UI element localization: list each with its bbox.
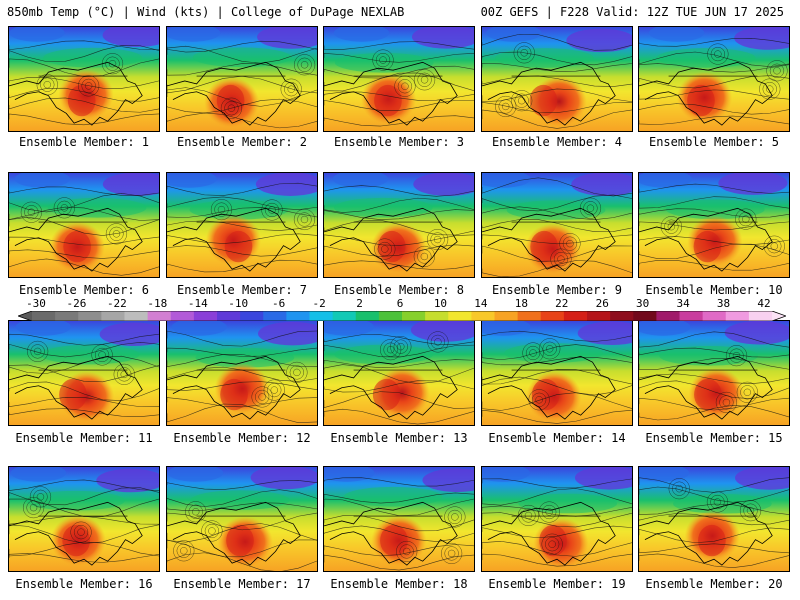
colorbar-tick-label: 6 (396, 297, 404, 310)
ensemble-member-label: Ensemble Member: 12 (173, 431, 311, 445)
ensemble-member-label: Ensemble Member: 11 (15, 431, 153, 445)
ensemble-member-map (166, 320, 318, 426)
ensemble-member-map (8, 26, 160, 132)
ensemble-member-label: Ensemble Member: 9 (491, 283, 623, 297)
colorbar-tick-label: -26 (66, 297, 87, 310)
ensemble-member-label: Ensemble Member: 20 (645, 577, 783, 591)
colorbar-tick-label: -6 (272, 297, 286, 310)
ensemble-member-label: Ensemble Member: 17 (173, 577, 311, 591)
colorbar-tick-label: -30 (26, 297, 46, 310)
ensemble-member-map (638, 320, 790, 426)
ensemble-member-map (481, 26, 633, 132)
ensemble-member-map (166, 26, 318, 132)
ensemble-member-map (8, 172, 160, 278)
colorbar-tick-label: 18 (514, 297, 528, 310)
ensemble-member-label: Ensemble Member: 8 (333, 283, 465, 297)
ensemble-member-map (481, 172, 633, 278)
ensemble-member-map (323, 320, 475, 426)
ensemble-member-map (481, 466, 633, 572)
colorbar-tick-label: -2 (312, 297, 326, 310)
ensemble-member-label: Ensemble Member: 7 (176, 283, 308, 297)
map-title: 850mb Temp (°C) | Wind (kts) | College o… (7, 5, 405, 19)
colorbar-tick-label: 30 (636, 297, 650, 310)
colorbar-tick-label: 14 (474, 297, 488, 310)
ensemble-member-label: Ensemble Member: 13 (330, 431, 468, 445)
ensemble-member-map (638, 466, 790, 572)
colorbar-tick-label: 42 (757, 297, 771, 310)
colorbar-tick-label: 38 (716, 297, 731, 310)
model-run-info: 00Z GEFS | F228 Valid: 12Z TUE JUN 17 20… (480, 5, 784, 19)
ensemble-member-label: Ensemble Member: 18 (330, 577, 468, 591)
ensemble-member-map (8, 466, 160, 572)
colorbar-tick-label: -18 (147, 297, 168, 310)
colorbar-tick-label: 26 (595, 297, 609, 310)
ensemble-member-map (323, 172, 475, 278)
colorbar-tick-label: 22 (555, 297, 569, 310)
colorbar-strip (18, 311, 786, 321)
ensemble-member-map (481, 320, 633, 426)
ensemble-member-label: Ensemble Member: 3 (333, 135, 465, 149)
ensemble-member-map (323, 26, 475, 132)
ensemble-member-label: Ensemble Member: 1 (18, 135, 150, 149)
ensemble-member-label: Ensemble Member: 10 (645, 283, 783, 297)
ensemble-member-label: Ensemble Member: 2 (176, 135, 308, 149)
ensemble-member-map (8, 320, 160, 426)
ensemble-member-label: Ensemble Member: 19 (488, 577, 626, 591)
ensemble-member-label: Ensemble Member: 14 (488, 431, 626, 445)
ensemble-member-map (638, 172, 790, 278)
colorbar-tick-label: -22 (106, 297, 127, 310)
colorbar-tick-label: -10 (228, 297, 249, 310)
colorbar-tick-label: -14 (187, 297, 208, 310)
colorbar-tick-label: 2 (356, 297, 363, 310)
ensemble-member-map (166, 172, 318, 278)
ensemble-member-label: Ensemble Member: 5 (648, 135, 780, 149)
ensemble-member-map (323, 466, 475, 572)
ensemble-member-map (166, 466, 318, 572)
ensemble-member-label: Ensemble Member: 6 (18, 283, 150, 297)
colorbar-tick-label: 34 (676, 297, 690, 310)
ensemble-member-label: Ensemble Member: 16 (15, 577, 153, 591)
colorbar-tick-label: 10 (433, 297, 448, 310)
ensemble-member-label: Ensemble Member: 15 (645, 431, 783, 445)
ensemble-member-label: Ensemble Member: 4 (491, 135, 623, 149)
ensemble-member-map (638, 26, 790, 132)
